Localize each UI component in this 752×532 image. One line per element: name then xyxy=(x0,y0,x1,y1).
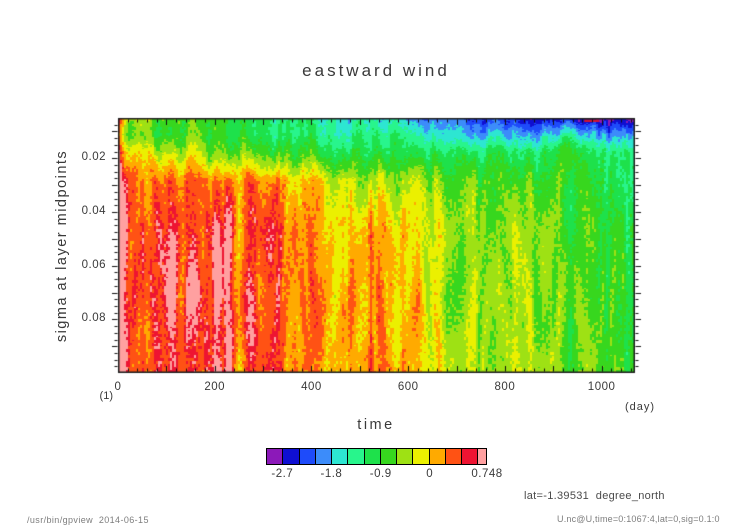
colorbar-segment xyxy=(444,449,462,464)
colorbar-segment xyxy=(412,449,429,464)
colorbar-segment xyxy=(267,449,283,464)
y-tick-label: 0.04 xyxy=(81,204,106,217)
x-tick-label: 0 xyxy=(114,381,122,393)
colorbar-tick-label: 0 xyxy=(426,468,434,480)
x-axis-tag: (1) xyxy=(99,390,113,402)
colorbar-segment xyxy=(461,449,478,464)
x-axis-label: time xyxy=(357,417,395,433)
x-tick-label: 800 xyxy=(494,381,516,393)
annotation-lat: lat=-1.39531 degree_north xyxy=(524,490,665,502)
colorbar: -2.7 -1.8 -0.9 0 0.748 xyxy=(266,448,502,488)
colorbar-segment xyxy=(363,449,380,464)
colorbar-segment xyxy=(331,449,348,464)
colorbar-tick-label: -1.8 xyxy=(320,468,343,480)
colorbar-segment xyxy=(396,449,413,464)
x-tick-label: 400 xyxy=(301,381,322,393)
x-tick-label: 200 xyxy=(204,381,226,393)
colorbar-tick-label: -0.9 xyxy=(369,468,392,480)
y-tick-label: 0.02 xyxy=(81,151,106,164)
x-axis-unit-label: (day) xyxy=(624,401,655,413)
colorbar-segment xyxy=(347,449,364,464)
y-tick-label: 0.08 xyxy=(81,312,106,325)
colorbar-segment xyxy=(428,449,445,464)
footer-source-text: U.nc@U,time=0:1067:4,lat=0,sig=0.1:0 xyxy=(557,514,720,524)
colorbar-tick-label: -2.7 xyxy=(271,468,294,480)
x-tick-label: 1000 xyxy=(587,381,616,393)
colorbar-tick-label: 0.748 xyxy=(471,468,503,480)
x-tick-label: 600 xyxy=(397,381,419,393)
colorbar-segment xyxy=(477,449,486,464)
coordinate-annotation: lat=-1.39531 degree_north (mean) lon:0..… xyxy=(524,463,665,532)
colorbar-segment xyxy=(298,449,315,464)
annotation-lon: (mean) lon:0..357.188 xyxy=(524,531,665,532)
footer-command-text: /usr/bin/gpview 2014-06-15 xyxy=(27,515,149,525)
colorbar-segment xyxy=(282,449,299,464)
colorbar-segment xyxy=(379,449,397,464)
colorbar-segment xyxy=(314,449,332,464)
chart-title: eastward wind xyxy=(302,61,450,80)
colorbar-gradient xyxy=(266,448,487,465)
y-tick-label: 0.06 xyxy=(81,258,106,271)
heatmap-canvas xyxy=(103,109,650,382)
